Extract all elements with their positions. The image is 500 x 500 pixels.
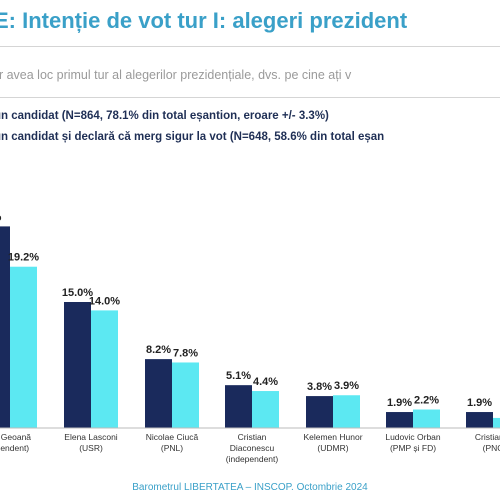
bar-b [413,409,440,428]
data-label: 14.0% [89,295,120,307]
category-label: ependent) [0,443,29,453]
category-label: Cristian T [475,432,500,442]
page-title: E: Intenție de vot tur I: alegeri prezid… [0,8,408,33]
bar-b [493,417,500,428]
data-label: 8.2% [146,344,171,356]
bar-a [225,385,252,428]
bar-a [0,226,10,428]
data-label: 15.0% [62,287,93,299]
bar-a [386,412,413,428]
category-label: Ludovic Orban [385,432,441,442]
category-label: Kelemen Hunor [303,432,362,442]
bar-b [172,362,199,428]
data-label: 3.8% [307,381,332,393]
data-label: 7.8% [173,347,198,359]
bar-a [466,412,493,428]
bar-b [333,395,360,428]
category-label: na Geoană [0,432,31,442]
title-divider [0,46,500,47]
bar-a [306,396,333,428]
bar-a [145,359,172,428]
category-label: (independent) [226,454,279,464]
data-label: 4.4% [253,376,278,388]
legend-row-1: un candidat (N=864, 78.1% din total eșan… [0,110,329,122]
source-footer: Barometrul LIBERTATEA – INSCOP. Octombri… [132,482,368,493]
data-label: 2.2% [414,395,439,407]
legend-row-2: un candidat și declară că merg sigur la … [0,131,385,143]
data-label: % [0,211,2,223]
question-text: ar avea loc primul tur al alegerilor pre… [0,68,352,82]
data-label: 5.1% [226,370,251,382]
category-label: (PMP și FD) [390,443,436,453]
data-label: 3.9% [334,380,359,392]
data-label: 1.9% [387,397,412,409]
category-label: (PNC [483,443,500,453]
category-label: Nicolae Ciucă [146,432,199,442]
data-label: 19.2% [8,252,39,264]
question-divider [0,97,500,98]
bar-b [252,391,279,428]
category-label: Cristian [238,432,267,442]
category-label: (UDMR) [317,443,348,453]
data-label: 1.9% [467,397,492,409]
bar-b [91,310,118,428]
bar-a [64,302,91,428]
category-label: (PNL) [161,443,183,453]
bar-b [10,266,37,428]
category-label: Elena Lasconi [64,432,118,442]
category-label: Diaconescu [230,443,275,453]
category-label: (USR) [79,443,103,453]
